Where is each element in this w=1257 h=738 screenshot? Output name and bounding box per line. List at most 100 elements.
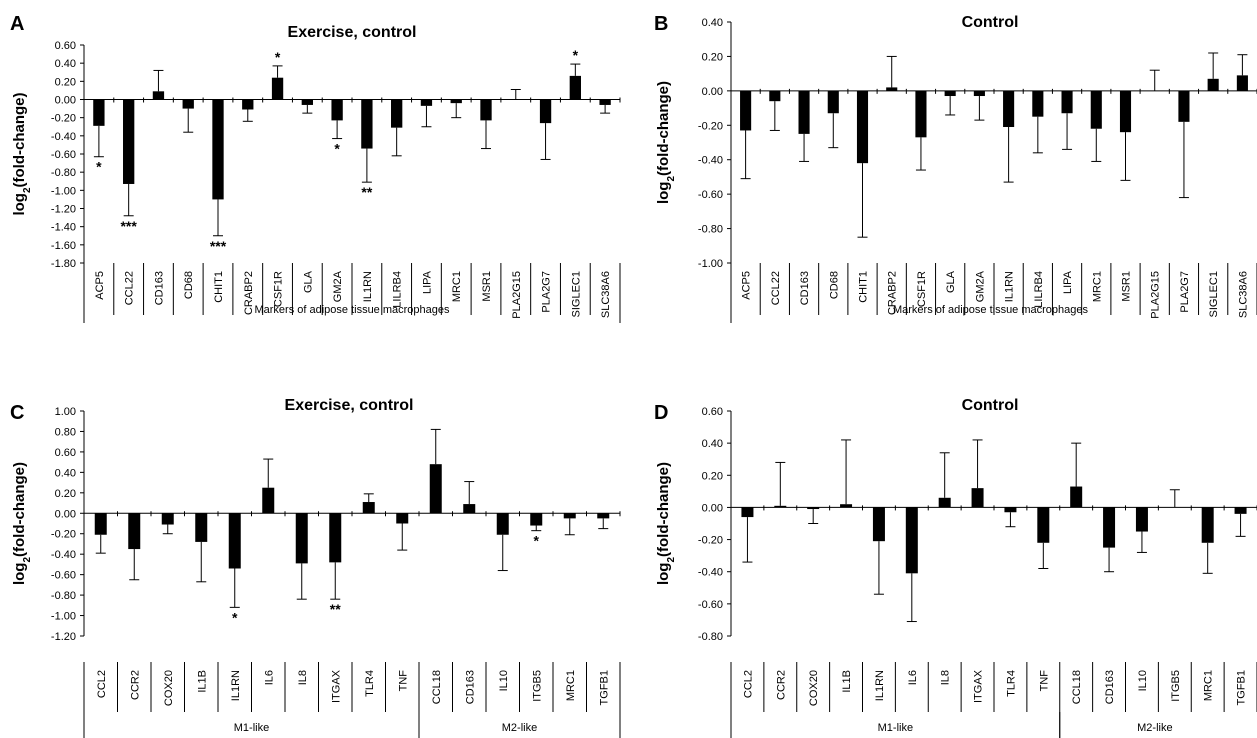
x-tick-label: CD68	[183, 271, 195, 299]
x-tick-label: MSR1	[481, 271, 493, 302]
x-tick-label: TGFB1	[1236, 670, 1248, 705]
x-tick-label: IL6	[907, 670, 919, 685]
bar	[152, 91, 165, 100]
y-tick-label: 0.60	[702, 406, 723, 418]
bar	[212, 99, 224, 200]
x-tick-label: IL10	[1137, 670, 1149, 691]
significance-marker: ***	[210, 238, 227, 254]
x-tick-label: ITGAX	[330, 669, 342, 703]
bar	[1090, 90, 1102, 129]
y-tick-label: -0.60	[51, 570, 76, 582]
bar	[1207, 78, 1219, 91]
panel-c: C Exercise, control -1.20 -1.00 -0.80 -0.60…	[10, 397, 621, 738]
y-tick-label: -0.40	[51, 549, 76, 561]
significance-marker: **	[361, 184, 372, 200]
y-tick-label: -0.40	[51, 131, 76, 143]
y-axis-label: log2(fold-change)	[11, 462, 33, 585]
x-tick-label: IL8	[297, 670, 309, 685]
y-tick-label: -0.80	[698, 631, 723, 643]
x-tick-label: PLA2G15	[511, 271, 523, 319]
bar	[391, 99, 403, 128]
y-tick-label: -0.60	[698, 599, 723, 611]
y-tick-label: -0.60	[51, 149, 76, 161]
bar	[195, 513, 208, 542]
y-tick-label: -0.20	[51, 529, 76, 541]
bar	[1201, 507, 1214, 543]
group-label: Markers of adipose tissue macrophages	[254, 304, 450, 316]
bar	[740, 90, 752, 131]
x-tick-label: CRABP2	[887, 271, 899, 315]
y-tick-label: -1.40	[51, 222, 76, 234]
y-tick-label: 1.00	[55, 406, 76, 418]
x-tick-label: MRC1	[1203, 670, 1215, 701]
chart-title: Control	[962, 14, 1019, 31]
x-tick-label: GLA	[302, 270, 314, 293]
x-tick-label: MRC1	[1091, 271, 1103, 302]
y-tick-label: -1.20	[51, 631, 76, 643]
x-tick-label: CD163	[1104, 670, 1116, 704]
x-tick-label: ACP5	[94, 271, 106, 300]
x-tick-label: IL1RN	[362, 271, 374, 302]
y-tick-label: 0.40	[702, 438, 723, 450]
x-tick-label: IL6	[263, 670, 275, 685]
bar	[1119, 90, 1132, 133]
significance-marker: ***	[120, 218, 137, 234]
group-label: M2-like	[502, 722, 537, 734]
x-tick-label: CD163	[464, 670, 476, 704]
x-tick-label: MRC1	[565, 670, 577, 701]
bar	[915, 90, 927, 138]
x-tick-label: CCL22	[770, 271, 782, 305]
y-tick-label: 0.00	[702, 502, 723, 514]
panel-letter: A	[10, 13, 24, 35]
bar	[938, 497, 951, 508]
y-tick-label: 0.20	[55, 488, 76, 500]
bar	[1004, 507, 1017, 513]
bar	[599, 99, 611, 105]
bar	[262, 487, 275, 514]
y-tick-label: 0.40	[702, 17, 723, 29]
y-tick-label: -0.20	[698, 120, 723, 132]
bar	[741, 507, 754, 518]
y-tick-label: 0.60	[55, 447, 76, 459]
significance-marker: *	[232, 609, 238, 625]
x-tick-label: LIPA	[421, 270, 433, 294]
bar	[774, 505, 787, 508]
y-tick-label: -1.60	[51, 240, 76, 252]
bar	[450, 99, 462, 104]
x-tick-label: TNF	[397, 670, 409, 692]
bar	[905, 507, 918, 574]
bar	[840, 504, 853, 508]
bar	[301, 99, 313, 105]
group-label: M1-like	[234, 722, 269, 734]
bar	[872, 507, 885, 542]
bar	[242, 99, 254, 110]
bar	[128, 513, 141, 550]
x-tick-label: GM2A	[332, 270, 344, 302]
bar	[463, 504, 476, 514]
bar	[1032, 90, 1044, 117]
significance-marker: *	[96, 159, 102, 175]
bar	[480, 99, 492, 121]
x-tick-label: CSF1R	[916, 271, 928, 307]
significance-marker: *	[334, 141, 340, 157]
x-tick-label: MRC1	[451, 271, 463, 302]
panel-letter: B	[654, 13, 668, 35]
bar	[769, 90, 781, 102]
chart-title: Exercise, control	[288, 24, 417, 41]
x-tick-label: TNF	[1038, 670, 1050, 692]
x-tick-label: CCL2	[96, 670, 108, 698]
x-tick-label: COX20	[808, 670, 820, 706]
bar	[1070, 486, 1083, 508]
x-tick-label: LIPA	[1062, 270, 1074, 294]
y-tick-label: 0.00	[55, 508, 76, 520]
bar	[798, 90, 810, 134]
bar	[295, 513, 308, 564]
chart-title: Control	[962, 397, 1019, 414]
y-tick-label: 0.20	[702, 51, 723, 63]
panel-letter: C	[10, 402, 24, 424]
significance-marker: *	[534, 533, 540, 549]
x-tick-label: CD68	[828, 271, 840, 299]
x-tick-label: IL1RN	[230, 670, 242, 701]
chart-title: Exercise, control	[285, 397, 414, 414]
x-tick-label: GM2A	[974, 270, 986, 302]
